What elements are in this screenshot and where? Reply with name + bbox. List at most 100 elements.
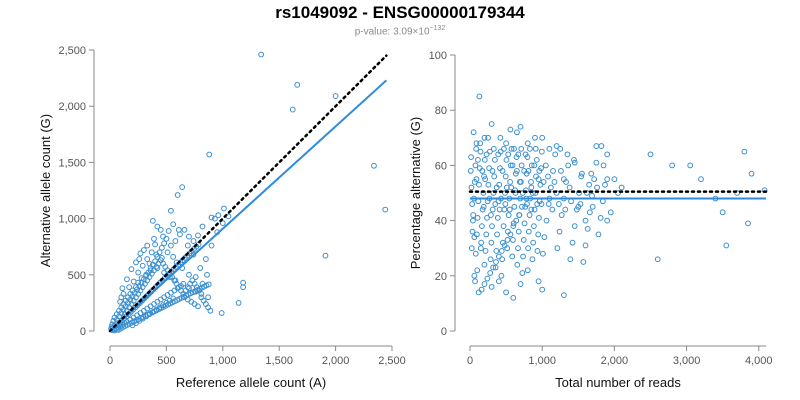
data-point	[604, 217, 611, 224]
data-point	[580, 259, 587, 265]
data-point	[515, 228, 522, 235]
data-point	[542, 162, 549, 169]
data-point	[594, 184, 600, 191]
x-tick-label: 2,000	[322, 355, 350, 367]
data-point	[492, 201, 499, 207]
data-point	[514, 168, 520, 174]
data-point	[168, 207, 174, 214]
data-point	[512, 190, 519, 196]
data-point	[558, 168, 564, 174]
data-point	[485, 134, 491, 141]
x-tick-label: 3,000	[673, 355, 701, 367]
data-point	[165, 228, 172, 234]
data-point	[469, 201, 476, 207]
data-point	[554, 245, 561, 252]
data-point	[258, 51, 265, 58]
data-point	[491, 173, 498, 180]
data-point	[563, 179, 569, 185]
data-point	[474, 214, 481, 221]
data-point	[551, 179, 558, 185]
data-point	[495, 278, 502, 285]
data-point	[510, 237, 516, 243]
data-point	[215, 212, 222, 219]
data-point	[170, 253, 177, 260]
data-point	[468, 154, 474, 161]
data-point	[477, 148, 484, 155]
data-point	[530, 223, 537, 230]
data-point	[522, 151, 529, 158]
data-point	[604, 176, 611, 183]
data-point	[505, 228, 511, 235]
data-point	[476, 93, 483, 100]
data-point	[562, 206, 569, 213]
data-point	[517, 123, 524, 130]
data-point	[589, 192, 595, 199]
data-point	[599, 198, 606, 205]
y-tick-label: 500	[68, 270, 86, 282]
data-point	[582, 242, 589, 249]
data-point	[484, 214, 490, 221]
data-point	[604, 151, 611, 158]
data-point	[164, 249, 171, 256]
data-point	[186, 233, 192, 240]
chart-title: rs1049092 - ENSG00000179344	[275, 3, 525, 22]
data-point	[499, 168, 506, 174]
data-point	[505, 151, 512, 158]
data-point	[511, 203, 518, 210]
data-point	[510, 294, 517, 301]
data-point	[577, 201, 584, 207]
data-point	[490, 145, 497, 152]
data-point	[161, 240, 168, 247]
data-point	[509, 162, 516, 169]
data-point	[532, 145, 539, 152]
data-point	[136, 256, 143, 262]
data-point	[174, 192, 181, 198]
data-point	[543, 217, 550, 224]
data-point	[469, 217, 476, 224]
data-point	[515, 245, 521, 252]
x-tick-label: 2,500	[378, 355, 406, 367]
data-point	[552, 151, 559, 158]
data-point	[476, 181, 482, 188]
data-point	[484, 275, 491, 282]
data-point	[571, 159, 578, 166]
data-point	[499, 239, 506, 246]
data-point	[557, 145, 564, 152]
data-point	[204, 271, 210, 278]
y-tick-label: 20	[435, 271, 447, 283]
data-point	[480, 203, 487, 210]
data-point	[128, 266, 135, 273]
data-point	[560, 292, 567, 299]
p-value-text: p-value: 3.09×10	[354, 26, 430, 38]
data-point	[332, 93, 339, 99]
data-point	[117, 298, 124, 305]
x-axis-title: Reference allele count (A)	[176, 375, 326, 390]
data-point	[525, 228, 532, 235]
data-point	[235, 300, 242, 306]
data-point	[152, 241, 159, 248]
data-point	[140, 247, 147, 253]
data-point	[504, 245, 511, 252]
data-point	[584, 190, 590, 196]
data-point	[545, 173, 551, 180]
data-point	[294, 81, 301, 88]
data-point	[586, 181, 593, 188]
data-point	[520, 237, 527, 243]
data-point	[195, 303, 201, 310]
data-point	[195, 232, 201, 239]
data-point	[163, 235, 170, 242]
data-point	[615, 190, 621, 196]
data-point	[473, 176, 480, 183]
data-point	[497, 134, 504, 141]
data-point	[568, 198, 574, 205]
data-point	[477, 245, 484, 252]
data-point	[488, 239, 495, 246]
data-point	[516, 212, 523, 218]
data-point	[124, 276, 130, 283]
data-point	[473, 231, 480, 238]
data-point	[190, 238, 197, 244]
data-point	[525, 245, 532, 252]
data-point	[511, 145, 517, 152]
data-point	[504, 237, 511, 243]
data-point	[565, 162, 572, 169]
